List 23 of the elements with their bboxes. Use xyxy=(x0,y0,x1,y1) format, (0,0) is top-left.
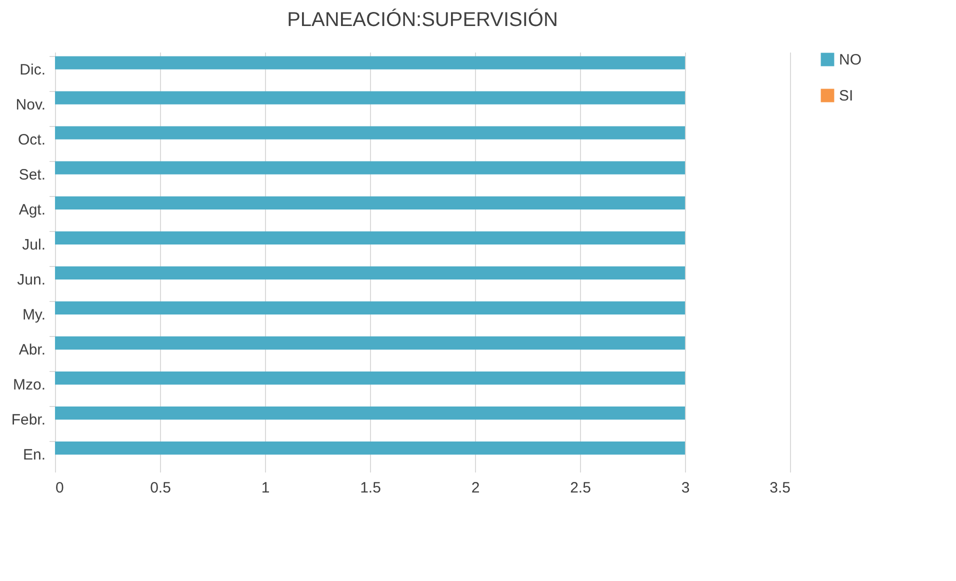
y-tick-label: Abr. xyxy=(18,342,46,359)
x-tick-label: 3 xyxy=(681,480,690,496)
y-tick-label: Mzo. xyxy=(12,376,46,394)
y-tick-label: En. xyxy=(22,446,46,464)
y-tick-label: Febr. xyxy=(11,412,46,429)
x-tick-label: 1.5 xyxy=(360,480,381,496)
chart-title: PLANEACIÓN:SUPERVISIÓN xyxy=(287,8,558,31)
x-tick-label: 3.5 xyxy=(770,480,790,496)
y-tick-label: Jul. xyxy=(22,236,46,254)
x-tick-label: 0 xyxy=(56,480,64,496)
y-tick-label: Dic. xyxy=(20,61,46,78)
y-tick-label: Jun. xyxy=(17,272,46,289)
legend-label: SI xyxy=(839,88,854,104)
y-tick-label: Set. xyxy=(18,166,46,184)
y-tick-label: Agt. xyxy=(18,201,46,218)
x-tick-label: 2 xyxy=(471,480,480,496)
y-tick-label: My. xyxy=(22,306,46,324)
y-tick-label: Nov. xyxy=(16,96,46,114)
x-tick-label: 2.5 xyxy=(570,480,591,496)
legend-label: NO xyxy=(839,52,862,68)
x-tick-label: 0.5 xyxy=(150,480,171,496)
y-tick-label: Oct. xyxy=(18,131,46,148)
x-tick-label: 1 xyxy=(261,480,270,496)
